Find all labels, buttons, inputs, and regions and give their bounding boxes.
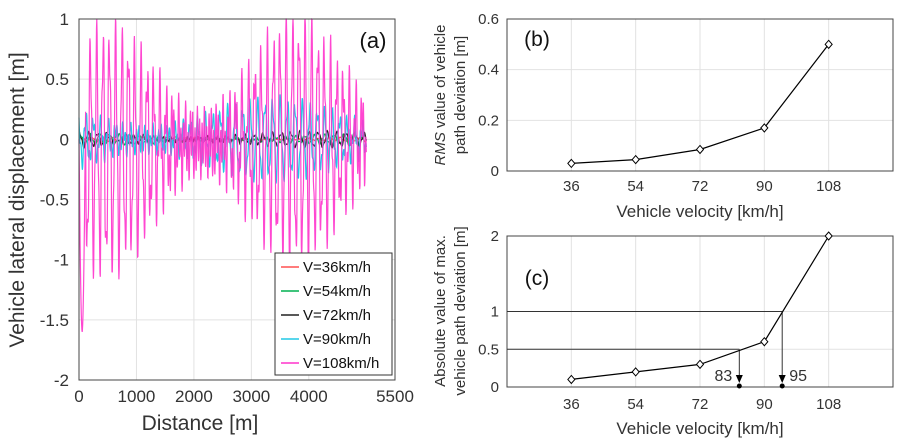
y-tick-label: 0.5 [478,341,499,358]
x-tick-label: 2000 [175,387,213,406]
x-tick-label: 72 [692,178,709,195]
intersection-dot [779,383,785,389]
data-point-marker [567,374,576,385]
data-point-marker [695,144,705,155]
data-point-marker [631,367,640,377]
x-axis-label: Distance [m] [142,412,259,435]
y-tick-label: 0 [491,379,499,396]
y-tick-label: 1 [491,304,499,321]
y-axis-label: Vehicle lateral displacement [m] [6,52,29,347]
x-tick-label: 1000 [118,387,156,406]
y-tick-label: -1 [54,251,69,270]
panel-label: (b) [524,28,550,51]
y-tick-label: 2 [491,228,499,245]
x-tick-label: 72 [692,396,709,413]
x-tick-label: 0 [74,387,83,406]
x-tick-label: 5500 [376,387,414,406]
y-tick-label: 0 [60,130,69,149]
y-tick-label: -2 [54,371,69,390]
annotation-label: 83 [715,368,733,385]
x-tick-label: 108 [816,178,841,195]
x-axis-label: Vehicle velocity [km/h] [616,202,783,221]
annotation-label: 95 [789,368,807,385]
x-tick-label: 54 [627,396,644,413]
legend-label: V=54km/h [303,283,371,300]
y-tick-label: 0.2 [478,112,499,129]
data-point-marker [824,39,833,50]
x-tick-label: 90 [756,396,773,413]
data-point-marker [760,336,769,347]
x-tick-label: 4000 [290,387,328,406]
y-tick-label: 0 [491,163,499,180]
x-tick-label: 36 [563,396,580,413]
x-tick-label: 36 [563,178,580,195]
y-axis-label-line1: Absolute value of max. [432,235,449,387]
axes-frame [506,18,894,172]
y-axis-label-line2: vehicle path deviation [m] [452,226,469,395]
panel-label: (a) [360,28,387,53]
data-point-marker [567,158,576,169]
y-tick-label: -0.5 [40,191,69,210]
legend-label: V=36km/h [303,259,371,276]
x-axis-label: Vehicle velocity [km/h] [616,419,783,438]
arrow-head [735,375,743,383]
y-tick-label: 0.5 [45,70,69,89]
y-axis-label-line1: RMS value of vehicle [432,25,449,166]
legend-label: V=108km/h [303,355,379,372]
data-point-marker [631,154,640,165]
data-point-marker [695,359,705,370]
intersection-dot [736,383,742,389]
legend-box [274,252,393,376]
axes-frame [78,18,396,381]
panel-c-max-deviation-chart: 36 54 72 90 108 0 0.5 1 2 83 95 (c) Vehicle velocity… [432,226,894,438]
y-tick-label: 0.6 [478,11,499,28]
data-point-marker [824,231,833,241]
data-point-marker [760,123,769,133]
legend-label: V=72km/h [303,307,371,324]
x-tick-label: 108 [816,396,841,413]
x-tick-label: 54 [627,178,644,195]
series-line-5 [78,18,367,332]
x-tick-label: 90 [756,178,773,195]
y-tick-label: 1 [60,10,69,29]
panel-b-rms-chart: 36 54 72 90 108 0 0.2 0.4 0.6 (b) Vehicle velocity… [432,11,894,221]
y-axis-label-line2: path deviation [m] [452,36,469,154]
panel-label: (c) [525,267,550,290]
y-tick-label: 0.4 [478,62,499,79]
y-tick-label: -1.5 [40,311,69,330]
arrow-head [778,375,786,383]
x-tick-label: 3000 [232,387,270,406]
panel-a-displacement-chart: 0 1000 2000 3000 4000 5500 1 0.5 0 -0.5 -1 -1.5 -2 V=… [6,10,414,435]
legend-label: V=90km/h [303,331,371,348]
